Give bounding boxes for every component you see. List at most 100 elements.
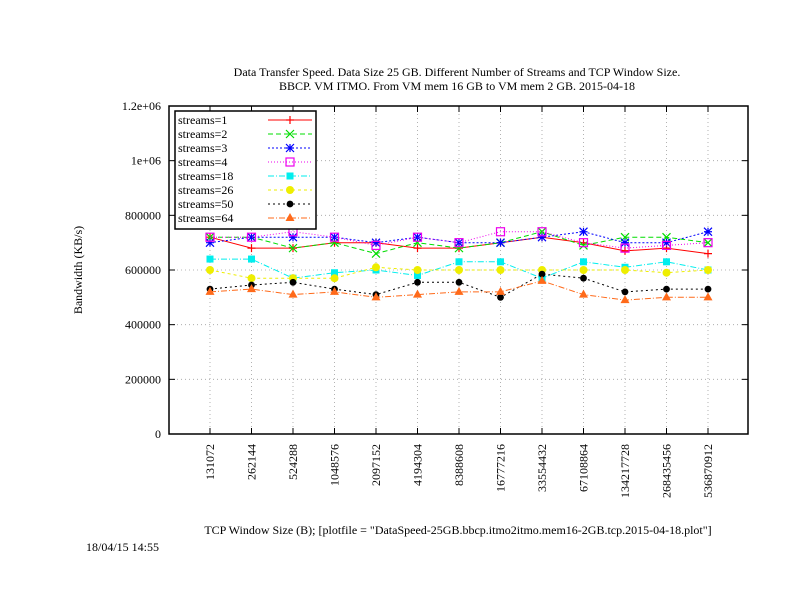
data-point — [579, 289, 588, 298]
marker-shape — [455, 278, 463, 286]
data-point — [662, 268, 671, 277]
marker-shape — [497, 293, 504, 301]
y-tick-label: 400000 — [125, 318, 161, 332]
data-point — [288, 289, 298, 298]
marker-stroke — [662, 238, 671, 248]
x-tick-label: 536870912 — [701, 444, 715, 498]
marker-shape — [704, 266, 712, 274]
data-point — [247, 284, 256, 293]
y-tick-label: 1.2e+06 — [122, 99, 161, 113]
x-tick-label: 268435456 — [660, 444, 674, 498]
data-point — [537, 275, 547, 284]
marker-stroke — [371, 249, 381, 259]
data-point — [455, 258, 463, 266]
marker-shape — [703, 238, 713, 248]
marker-stroke — [371, 238, 381, 248]
legend-marker — [285, 213, 295, 221]
data-point — [621, 266, 629, 274]
series-streams-50 — [206, 270, 712, 301]
x-tick-label: 524288 — [286, 444, 300, 480]
data-point — [205, 238, 215, 248]
marker-shape — [288, 289, 298, 298]
data-point — [248, 255, 255, 263]
legend-label: streams=18 — [178, 169, 233, 183]
series-streams-4 — [205, 227, 713, 253]
x-axis-label: TCP Window Size (B); [plotfile = "DataSp… — [204, 523, 711, 537]
data-point — [371, 238, 381, 248]
data-point — [496, 238, 505, 248]
y-tick-label: 200000 — [125, 372, 161, 386]
marker-shape — [285, 157, 295, 167]
data-point — [371, 292, 381, 301]
y-axis-label: Bandwidth (KB/s) — [71, 226, 85, 314]
data-point — [205, 286, 215, 295]
marker-shape — [371, 240, 381, 250]
marker-shape — [579, 266, 588, 274]
marker-stroke — [620, 238, 630, 248]
marker-shape — [331, 269, 338, 277]
data-point — [662, 238, 671, 248]
data-point — [579, 227, 588, 237]
data-point — [413, 266, 422, 274]
marker-shape — [206, 266, 214, 274]
data-point — [580, 274, 587, 282]
legend-label: streams=64 — [178, 211, 233, 225]
data-point — [247, 274, 256, 283]
y-tick-label: 0 — [155, 427, 161, 441]
legend-label: streams=26 — [178, 183, 233, 197]
marker-shape — [661, 240, 672, 250]
data-point — [372, 263, 380, 272]
data-point — [580, 258, 587, 266]
data-point — [454, 286, 464, 295]
marker-stroke — [205, 238, 215, 248]
marker-shape — [246, 232, 257, 242]
data-point — [371, 249, 381, 259]
data-point — [454, 238, 464, 248]
x-tick-label: 8388608 — [452, 444, 466, 486]
data-point — [620, 243, 630, 253]
marker-stroke — [413, 232, 422, 242]
legend-label: streams=2 — [178, 127, 227, 141]
marker-stroke — [537, 232, 547, 242]
marker-shape — [330, 286, 339, 295]
marker-stroke — [247, 232, 256, 242]
data-point — [497, 293, 504, 301]
marker-shape — [455, 258, 463, 266]
data-point — [497, 258, 504, 266]
data-point — [247, 232, 256, 242]
data-point — [330, 286, 339, 295]
marker-stroke — [704, 249, 712, 258]
marker-stroke — [703, 227, 713, 237]
data-point — [703, 227, 713, 237]
marker-stroke — [579, 227, 588, 237]
data-point — [206, 255, 214, 263]
marker-stroke — [286, 116, 294, 124]
marker-stroke — [288, 243, 298, 253]
x-axis-ticks: 131072 262144 524288 1048576 2097152 4194304 8… — [203, 106, 715, 498]
data-point — [331, 269, 338, 277]
marker-shape — [413, 266, 422, 274]
marker-shape — [496, 286, 505, 295]
y-axis-ticks: 0 200000 400000 600000 800000 1e+06 1.2e+06 — [122, 99, 748, 441]
legend: streams=1streams=2streams=3streams=4stre… — [174, 110, 317, 230]
marker-shape — [496, 266, 505, 274]
data-point — [704, 266, 712, 274]
marker-shape — [455, 266, 463, 274]
marker-shape — [330, 274, 339, 283]
legend-marker — [286, 186, 294, 194]
data-point — [371, 240, 381, 250]
data-point — [330, 274, 339, 283]
data-point — [703, 292, 713, 301]
marker-stroke — [285, 143, 295, 153]
data-point — [288, 232, 298, 242]
marker-shape — [412, 232, 423, 242]
legend-label: streams=1 — [178, 113, 227, 127]
data-point — [247, 244, 256, 253]
data-point — [704, 249, 712, 258]
legend-label: streams=50 — [178, 197, 233, 211]
marker-shape — [414, 278, 421, 286]
y-tick-label: 600000 — [125, 263, 161, 277]
marker-stroke — [496, 238, 505, 248]
data-point — [703, 238, 713, 248]
